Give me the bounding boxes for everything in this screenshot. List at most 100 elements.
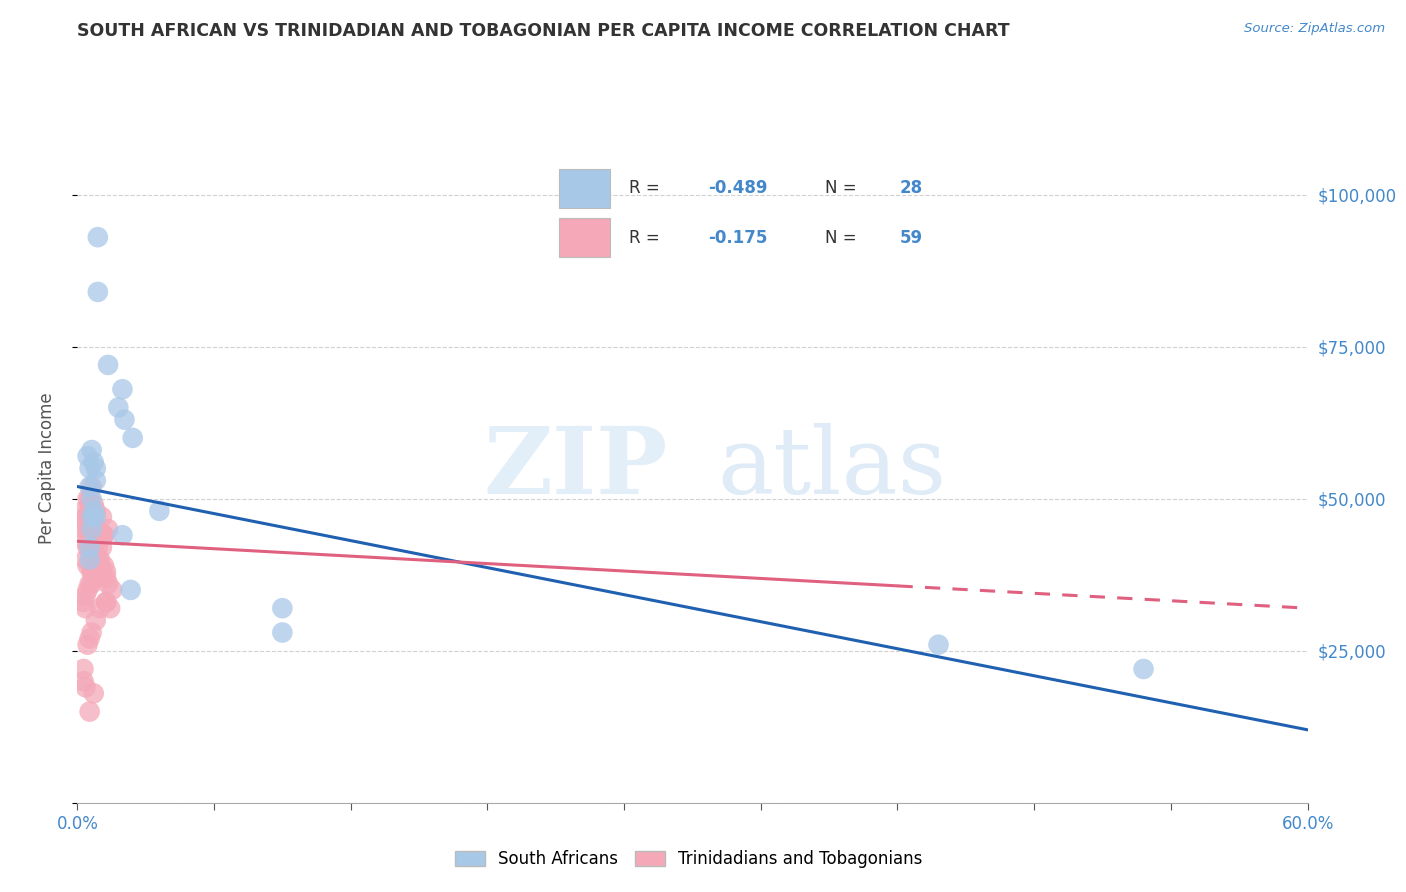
Point: [76, 491, 98, 506]
Point: [79, 491, 101, 506]
Point: [1132, 662, 1154, 676]
Point: [80, 577, 103, 591]
Point: [83, 504, 105, 518]
Point: [107, 401, 129, 415]
Point: [80, 510, 103, 524]
Point: [80, 565, 103, 579]
Point: [79, 504, 101, 518]
Point: [80, 479, 103, 493]
Point: [84, 552, 107, 566]
Point: [75, 680, 97, 694]
Point: [84, 510, 107, 524]
Point: [114, 412, 136, 426]
Point: [72, 504, 94, 518]
Point: [75, 522, 97, 536]
Text: R =: R =: [628, 228, 671, 246]
Point: [76, 582, 98, 597]
Point: [93, 558, 115, 573]
Text: ZIP: ZIP: [484, 424, 668, 513]
Point: [75, 589, 97, 603]
Point: [93, 528, 115, 542]
Point: [75, 601, 97, 615]
Point: [84, 613, 107, 627]
Point: [94, 571, 117, 585]
Point: [80, 625, 103, 640]
Point: [80, 546, 103, 560]
Point: [90, 565, 114, 579]
Point: [75, 534, 97, 549]
Point: [79, 479, 101, 493]
Point: [79, 577, 101, 591]
Point: [83, 686, 105, 700]
Point: [83, 541, 105, 555]
Point: [89, 552, 111, 566]
Point: [120, 582, 142, 597]
Point: [89, 601, 111, 615]
Point: [79, 461, 101, 475]
Point: [79, 498, 101, 512]
Y-axis label: Per Capita Income: Per Capita Income: [38, 392, 56, 544]
Point: [80, 443, 103, 458]
Point: [84, 534, 107, 549]
Text: Source: ZipAtlas.com: Source: ZipAtlas.com: [1244, 22, 1385, 36]
Point: [94, 565, 117, 579]
Point: [76, 449, 98, 463]
Point: [97, 577, 120, 591]
Point: [84, 504, 107, 518]
Point: [72, 662, 94, 676]
Point: [98, 601, 121, 615]
Point: [271, 601, 294, 615]
Point: [93, 528, 115, 542]
Point: [121, 431, 143, 445]
Point: [97, 522, 120, 536]
Text: N =: N =: [825, 179, 862, 197]
Point: [90, 541, 114, 555]
Point: [79, 632, 101, 646]
Point: [94, 595, 117, 609]
Bar: [558, 219, 610, 257]
Point: [84, 571, 107, 585]
Point: [83, 565, 105, 579]
Point: [72, 674, 94, 689]
Point: [79, 552, 101, 566]
Point: [83, 455, 105, 469]
Point: [76, 528, 98, 542]
Text: R =: R =: [628, 179, 665, 197]
Legend: South Africans, Trinidadians and Tobagonians: South Africans, Trinidadians and Tobagon…: [449, 844, 929, 875]
Point: [76, 541, 98, 555]
Text: 59: 59: [900, 228, 924, 246]
Point: [87, 230, 110, 244]
Text: 28: 28: [900, 179, 924, 197]
Text: N =: N =: [825, 228, 862, 246]
Point: [87, 552, 110, 566]
Point: [72, 595, 94, 609]
Point: [84, 461, 107, 475]
Bar: [558, 169, 610, 208]
Point: [84, 474, 107, 488]
Text: -0.489: -0.489: [709, 179, 768, 197]
Point: [79, 705, 101, 719]
Point: [87, 558, 110, 573]
Point: [271, 625, 294, 640]
Text: SOUTH AFRICAN VS TRINIDADIAN AND TOBAGONIAN PER CAPITA INCOME CORRELATION CHART: SOUTH AFRICAN VS TRINIDADIAN AND TOBAGON…: [77, 22, 1010, 40]
Point: [111, 528, 134, 542]
Text: -0.175: -0.175: [709, 228, 768, 246]
Point: [928, 638, 950, 652]
Point: [97, 358, 120, 372]
Point: [87, 285, 110, 299]
Point: [101, 582, 124, 597]
Point: [76, 638, 98, 652]
Point: [75, 552, 97, 566]
Text: atlas: atlas: [717, 424, 946, 513]
Point: [80, 491, 103, 506]
Point: [87, 541, 110, 555]
Point: [76, 558, 98, 573]
Point: [148, 504, 170, 518]
Point: [111, 382, 134, 396]
Point: [72, 516, 94, 530]
Point: [94, 595, 117, 609]
Point: [80, 565, 103, 579]
Point: [83, 498, 105, 512]
Point: [80, 522, 103, 536]
Point: [79, 541, 101, 555]
